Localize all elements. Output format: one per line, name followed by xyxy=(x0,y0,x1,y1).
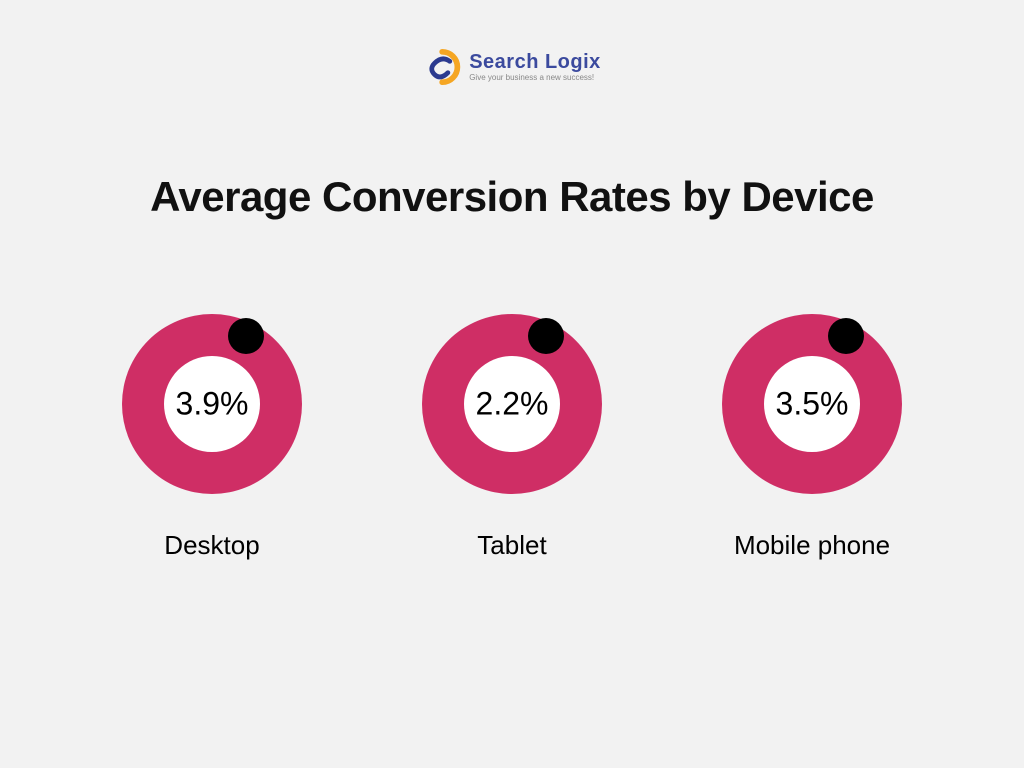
donut-row: 3.9% Desktop 2.2% Tablet 3.5% Mobile pho… xyxy=(0,314,1024,561)
donut-item-mobile: 3.5% Mobile phone xyxy=(722,314,902,561)
donut-value: 3.9% xyxy=(176,386,249,423)
donut-value: 3.5% xyxy=(776,386,849,423)
logo-text: Search Logix Give your business a new su… xyxy=(469,52,601,82)
donut-dot-icon xyxy=(528,318,564,354)
logo-tagline: Give your business a new success! xyxy=(469,74,601,82)
page-title: Average Conversion Rates by Device xyxy=(150,173,874,221)
donut-dot-icon xyxy=(828,318,864,354)
logo: Search Logix Give your business a new su… xyxy=(423,48,601,86)
logo-title: Search Logix xyxy=(469,52,601,72)
donut-label: Tablet xyxy=(477,530,546,561)
donut-value: 2.2% xyxy=(476,386,549,423)
donut-label: Desktop xyxy=(164,530,259,561)
donut-label: Mobile phone xyxy=(734,530,890,561)
donut-item-desktop: 3.9% Desktop xyxy=(122,314,302,561)
donut-item-tablet: 2.2% Tablet xyxy=(422,314,602,561)
donut-ring: 3.5% xyxy=(722,314,902,494)
donut-dot-icon xyxy=(228,318,264,354)
logo-mark-icon xyxy=(423,48,461,86)
donut-ring: 2.2% xyxy=(422,314,602,494)
donut-ring: 3.9% xyxy=(122,314,302,494)
